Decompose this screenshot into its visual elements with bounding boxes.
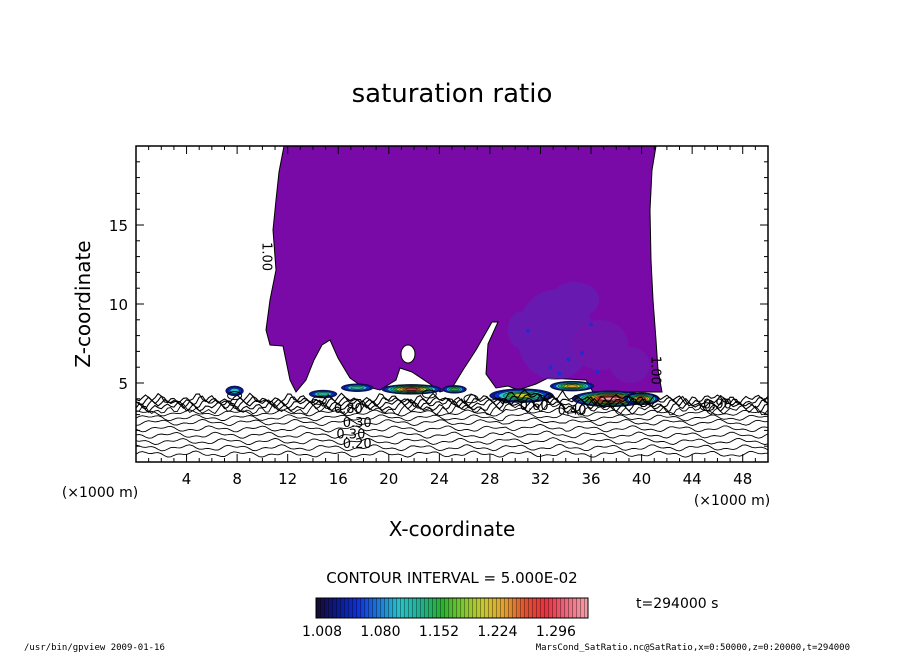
footer-right: MarsCond_SatRatio.nc@SatRatio,x=0:50000,… bbox=[536, 643, 850, 653]
colorbar-frame bbox=[315, 597, 589, 619]
x-tick-label: 16 bbox=[329, 470, 348, 488]
contour-label: 0.20 bbox=[343, 437, 372, 452]
y-tick-label: 5 bbox=[118, 375, 128, 393]
x-unit-label-left: (×1000 m) bbox=[62, 485, 138, 501]
y-tick-label: 10 bbox=[109, 296, 128, 314]
saturation-speck bbox=[595, 370, 600, 374]
saturation-speck bbox=[557, 371, 562, 376]
footer-left: /usr/bin/gpview 2009-01-16 bbox=[24, 643, 165, 653]
saturation-speck bbox=[548, 365, 553, 370]
saturation-speck bbox=[580, 351, 584, 355]
saturation-speck bbox=[526, 329, 530, 333]
saturation-band bbox=[317, 392, 329, 396]
colorbar-stripes bbox=[316, 598, 588, 618]
saturation-band bbox=[229, 388, 240, 394]
contour-label: 0.60 bbox=[520, 399, 549, 414]
contour-line bbox=[136, 437, 768, 446]
saturation-speck bbox=[589, 322, 593, 327]
x-axis: 4 8 12 16 20 24 28 32 36 40 44 48 bbox=[148, 146, 756, 488]
saturation-band bbox=[350, 385, 364, 390]
contour-label: 0.80 bbox=[334, 402, 363, 417]
x-tick-label: 24 bbox=[430, 470, 449, 488]
contour-line bbox=[136, 389, 768, 406]
saturation-band bbox=[603, 397, 617, 401]
contour-line bbox=[136, 430, 768, 439]
contour-line bbox=[136, 417, 768, 427]
x-tick-label: 4 bbox=[182, 470, 192, 488]
x-tick-label: 40 bbox=[632, 470, 651, 488]
contour-label: 0.30 bbox=[336, 427, 365, 442]
saturation-band bbox=[566, 384, 578, 388]
y-tick-label: 15 bbox=[109, 217, 128, 235]
contour-loop bbox=[699, 402, 715, 412]
x-tick-label: 8 bbox=[232, 470, 242, 488]
contour-label: 0.40 bbox=[558, 404, 587, 419]
x-tick-label: 32 bbox=[531, 470, 550, 488]
colorbar-tick-label: 1.008 bbox=[302, 624, 342, 640]
contour-line bbox=[136, 423, 768, 433]
colorbar-tick-label: 1.152 bbox=[419, 624, 459, 640]
contour-labels: 1.001.000.300.300.200.80 0.60 0.40 0.90 bbox=[258, 242, 732, 452]
contour-loop bbox=[311, 395, 327, 405]
x-tick-label: 48 bbox=[733, 470, 752, 488]
contour-line bbox=[136, 443, 768, 452]
contour-label: 1.00 bbox=[648, 356, 663, 385]
contour-loop bbox=[463, 394, 479, 404]
x-tick-label: 28 bbox=[480, 470, 499, 488]
unsaturated-pocket bbox=[400, 344, 416, 364]
contour-interval-label: CONTOUR INTERVAL = 5.000E-02 bbox=[326, 569, 577, 587]
contour-label: 0.30 bbox=[343, 416, 372, 431]
chart-title: saturation ratio bbox=[352, 79, 553, 109]
x-tick-label: 12 bbox=[278, 470, 297, 488]
y-axis-title: Z-coordinate bbox=[71, 240, 95, 367]
saturation-speck bbox=[566, 357, 571, 362]
time-label: t=294000 s bbox=[636, 596, 718, 612]
contour-line bbox=[136, 394, 768, 410]
x-tick-label: 44 bbox=[683, 470, 702, 488]
x-axis-title: X-coordinate bbox=[389, 517, 516, 541]
y-axis: 5 10 15 bbox=[109, 161, 768, 447]
saturation-band bbox=[450, 387, 459, 391]
contour-lines bbox=[136, 389, 768, 458]
contour-line bbox=[136, 403, 768, 416]
contour-loop bbox=[421, 389, 437, 399]
contour-label: 0.90 bbox=[703, 397, 732, 412]
contour-loop bbox=[227, 391, 243, 401]
saturation-band bbox=[405, 387, 418, 391]
x-unit-label-right: (×1000 m) bbox=[694, 493, 770, 509]
contour-line bbox=[136, 450, 768, 458]
colorbar-tick-label: 1.224 bbox=[477, 624, 517, 640]
colorbar-tick-label: 1.296 bbox=[536, 624, 576, 640]
ice-region bbox=[508, 282, 650, 383]
colorbar-tick-label: 1.080 bbox=[360, 624, 400, 640]
colorbar-labels: 1.008 1.080 1.152 1.224 1.296 bbox=[302, 624, 576, 640]
x-tick-label: 36 bbox=[581, 470, 600, 488]
colorbar bbox=[315, 597, 589, 619]
contour-label: 1.00 bbox=[258, 242, 273, 271]
contour-line bbox=[136, 412, 768, 422]
plot-area bbox=[136, 146, 768, 458]
x-tick-label: 20 bbox=[379, 470, 398, 488]
